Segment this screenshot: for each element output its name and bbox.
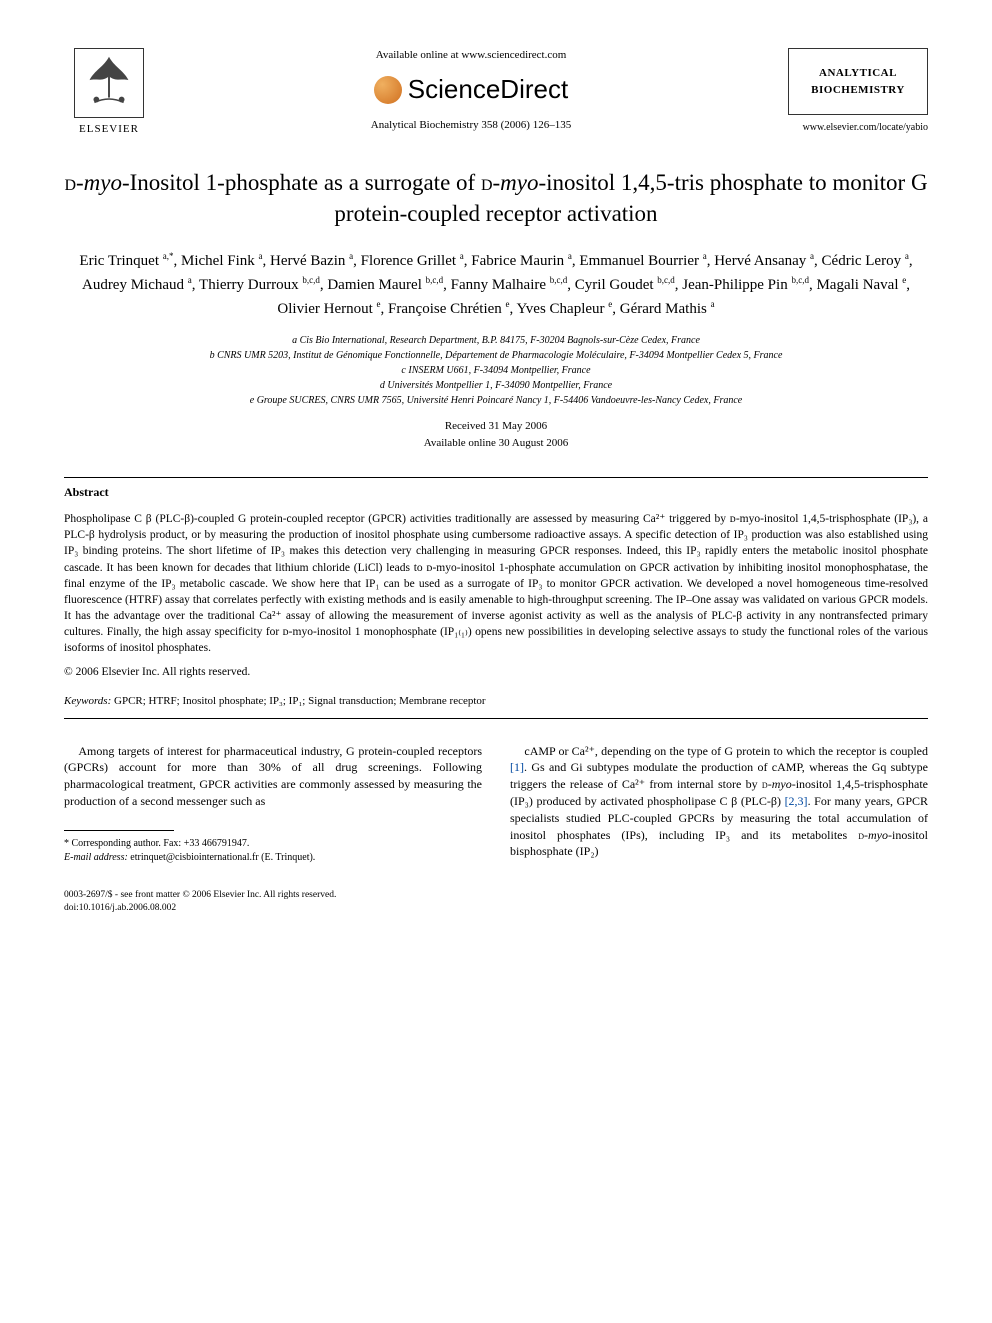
sciencedirect-ball-icon (374, 76, 402, 104)
keywords: Keywords: GPCR; HTRF; Inositol phosphate… (64, 694, 928, 709)
abstract-text: Phospholipase C β (PLC-β)-coupled G prot… (64, 511, 928, 656)
page-footer: 0003-2697/$ - see front matter © 2006 El… (64, 889, 928, 916)
footnote-corresponding: * Corresponding author. Fax: +33 4667919… (64, 837, 482, 851)
elsevier-label: ELSEVIER (79, 122, 139, 137)
column-left: Among targets of interest for pharmaceut… (64, 743, 482, 865)
affiliation-c: c INSERM U661, F-34094 Montpellier, Fran… (64, 363, 928, 378)
sciencedirect-label: ScienceDirect (408, 71, 568, 107)
online-date: Available online 30 August 2006 (64, 435, 928, 452)
body-columns: Among targets of interest for pharmaceut… (64, 743, 928, 865)
header-right: ANALYTICAL BIOCHEMISTRY www.elsevier.com… (788, 48, 928, 135)
footer-doi: doi:10.1016/j.ab.2006.08.002 (64, 902, 928, 915)
footnote-rule (64, 830, 174, 831)
title-part-3: Inositol 1-phosphate as a surrogate of (130, 170, 481, 195)
affiliation-a: a Cis Bio International, Research Depart… (64, 333, 928, 348)
title-italic-1: -myo- (76, 170, 130, 195)
footnote-email: E-mail address: etrinquet@cisbiointernat… (64, 851, 482, 865)
elsevier-logo: ELSEVIER (64, 48, 154, 137)
header-center: Available online at www.sciencedirect.co… (154, 48, 788, 133)
authors-list: Eric Trinquet a,*, Michel Fink a, Hervé … (64, 249, 928, 321)
page-header: ELSEVIER Available online at www.science… (64, 48, 928, 137)
divider-bottom (64, 718, 928, 719)
title-italic-2: -myo- (493, 170, 547, 195)
footnote-email-value: etrinquet@cisbiointernational.fr (E. Tri… (128, 852, 316, 863)
body-col1-text: Among targets of interest for pharmaceut… (64, 743, 482, 810)
journal-reference: Analytical Biochemistry 358 (2006) 126–1… (174, 118, 768, 133)
keywords-text: GPCR; HTRF; Inositol phosphate; IP₃; IP₁… (111, 695, 485, 707)
journal-url: www.elsevier.com/locate/yabio (803, 121, 928, 135)
elsevier-tree-icon (74, 48, 144, 118)
affiliations: a Cis Bio International, Research Depart… (64, 333, 928, 408)
body-col2-text: cAMP or Ca²⁺, depending on the type of G… (510, 743, 928, 861)
journal-box-line1: ANALYTICAL (799, 65, 917, 82)
received-date: Received 31 May 2006 (64, 418, 928, 435)
affiliation-e: e Groupe SUCRES, CNRS UMR 7565, Universi… (64, 393, 928, 408)
affiliation-d: d Universités Montpellier 1, F-34090 Mon… (64, 378, 928, 393)
journal-title-box: ANALYTICAL BIOCHEMISTRY (788, 48, 928, 115)
affiliation-b: b CNRS UMR 5203, Institut de Génomique F… (64, 348, 928, 363)
footer-front-matter: 0003-2697/$ - see front matter © 2006 El… (64, 889, 928, 902)
available-online-text: Available online at www.sciencedirect.co… (174, 48, 768, 63)
keywords-label: Keywords: (64, 695, 111, 707)
article-title: d-myo-Inositol 1-phosphate as a surrogat… (64, 167, 928, 229)
column-right: cAMP or Ca²⁺, depending on the type of G… (510, 743, 928, 865)
footnote-email-label: E-mail address: (64, 852, 128, 863)
journal-box-line2: BIOCHEMISTRY (799, 82, 917, 99)
title-smallcaps-2: d (481, 170, 493, 195)
article-dates: Received 31 May 2006 Available online 30… (64, 418, 928, 451)
abstract-copyright: © 2006 Elsevier Inc. All rights reserved… (64, 664, 928, 680)
sciencedirect-logo: ScienceDirect (174, 71, 768, 107)
abstract-label: Abstract (64, 484, 928, 501)
title-smallcaps-1: d (64, 170, 76, 195)
divider-top (64, 477, 928, 478)
